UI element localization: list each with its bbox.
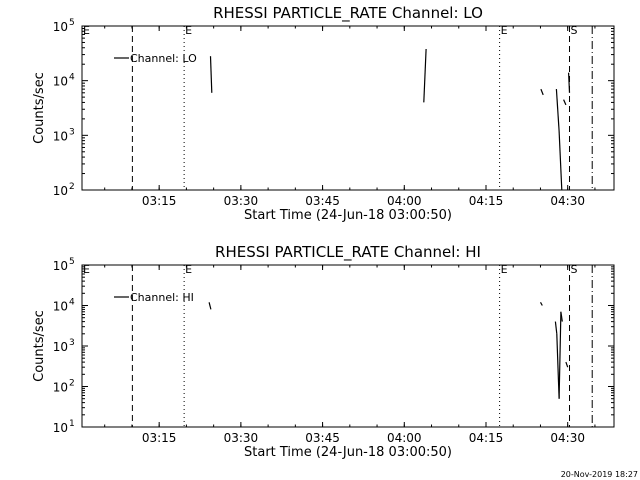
x-tick-label: 04:00 bbox=[387, 431, 422, 445]
y-tick-exponent: 4 bbox=[69, 73, 75, 83]
event-marker-label: E bbox=[185, 263, 192, 276]
data-segment bbox=[568, 72, 571, 93]
data-segment bbox=[563, 99, 567, 106]
plot-frame bbox=[81, 264, 615, 428]
x-axis-title: Start Time (24-Jun-18 03:00:50) bbox=[244, 445, 452, 460]
event-marker-label: E bbox=[501, 24, 508, 37]
y-tick-exponent: 2 bbox=[69, 379, 75, 389]
x-tick-label: 04:30 bbox=[550, 194, 585, 208]
chart-title: RHESSI PARTICLE_RATE Channel: LO bbox=[213, 4, 483, 23]
y-tick-label: 10 bbox=[53, 381, 68, 395]
x-tick-label: 03:30 bbox=[224, 194, 259, 208]
y-tick-label: 10 bbox=[53, 20, 68, 34]
x-tick-label: 04:15 bbox=[469, 194, 504, 208]
data-segment bbox=[565, 361, 569, 368]
data-segment bbox=[423, 48, 427, 103]
y-tick-label: 10 bbox=[53, 129, 68, 143]
y-tick-label: 10 bbox=[53, 421, 68, 435]
data-segment bbox=[556, 333, 560, 399]
y-tick-label: 10 bbox=[53, 184, 68, 198]
y-tick-exponent: 2 bbox=[69, 182, 75, 192]
y-tick-exponent: 4 bbox=[69, 298, 75, 308]
data-segment bbox=[558, 130, 563, 191]
event-marker-label: E bbox=[501, 263, 508, 276]
plot-frame bbox=[81, 25, 615, 191]
panel-1: RHESSI PARTICLE_RATE Channel: LO 03:15 03:… bbox=[32, 4, 615, 223]
x-tick-label: 04:15 bbox=[469, 431, 504, 445]
data-segment bbox=[539, 302, 543, 306]
x-axis-title: Start Time (24-Jun-18 03:00:50) bbox=[244, 208, 452, 223]
data-segment bbox=[560, 311, 563, 322]
legend-label: Channel: HI bbox=[130, 291, 194, 304]
data-segment bbox=[555, 89, 560, 132]
x-tick-label: 03:30 bbox=[224, 431, 259, 445]
x-tick-label: 03:15 bbox=[142, 194, 177, 208]
data-segment bbox=[558, 311, 562, 399]
x-tick-label: 04:30 bbox=[550, 431, 585, 445]
y-tick-exponent: 5 bbox=[69, 18, 75, 28]
data-segment bbox=[208, 302, 212, 310]
y-tick-exponent: 5 bbox=[69, 257, 75, 267]
generated-timestamp: 20-Nov-2019 18:27 bbox=[560, 470, 638, 479]
chart-title: RHESSI PARTICLE_RATE Channel: HI bbox=[215, 243, 481, 262]
event-marker-label: S bbox=[571, 24, 578, 37]
panel-2: RHESSI PARTICLE_RATE Channel: HI 03:15 03:… bbox=[32, 243, 615, 460]
data-segment bbox=[554, 321, 558, 334]
y-tick-exponent: 3 bbox=[69, 127, 75, 137]
legend-label: Channel: LO bbox=[130, 52, 197, 65]
y-axis-title: Counts/sec bbox=[32, 310, 47, 382]
data-segment bbox=[540, 88, 544, 96]
y-tick-exponent: 3 bbox=[69, 338, 75, 348]
x-tick-label: 03:45 bbox=[305, 194, 340, 208]
event-marker-label: E bbox=[83, 263, 90, 276]
event-marker-label: E bbox=[83, 24, 90, 37]
x-tick-label: 03:45 bbox=[305, 431, 340, 445]
data-segment bbox=[209, 56, 213, 93]
y-tick-label: 10 bbox=[53, 300, 68, 314]
event-marker-label: S bbox=[571, 263, 578, 276]
y-tick-label: 10 bbox=[53, 340, 68, 354]
y-tick-label: 10 bbox=[53, 259, 68, 273]
y-axis-title: Counts/sec bbox=[32, 72, 47, 144]
event-marker-label: E bbox=[185, 24, 192, 37]
y-tick-exponent: 1 bbox=[69, 419, 75, 429]
x-tick-label: 03:15 bbox=[142, 431, 177, 445]
x-tick-label: 04:00 bbox=[387, 194, 422, 208]
y-tick-label: 10 bbox=[53, 75, 68, 89]
